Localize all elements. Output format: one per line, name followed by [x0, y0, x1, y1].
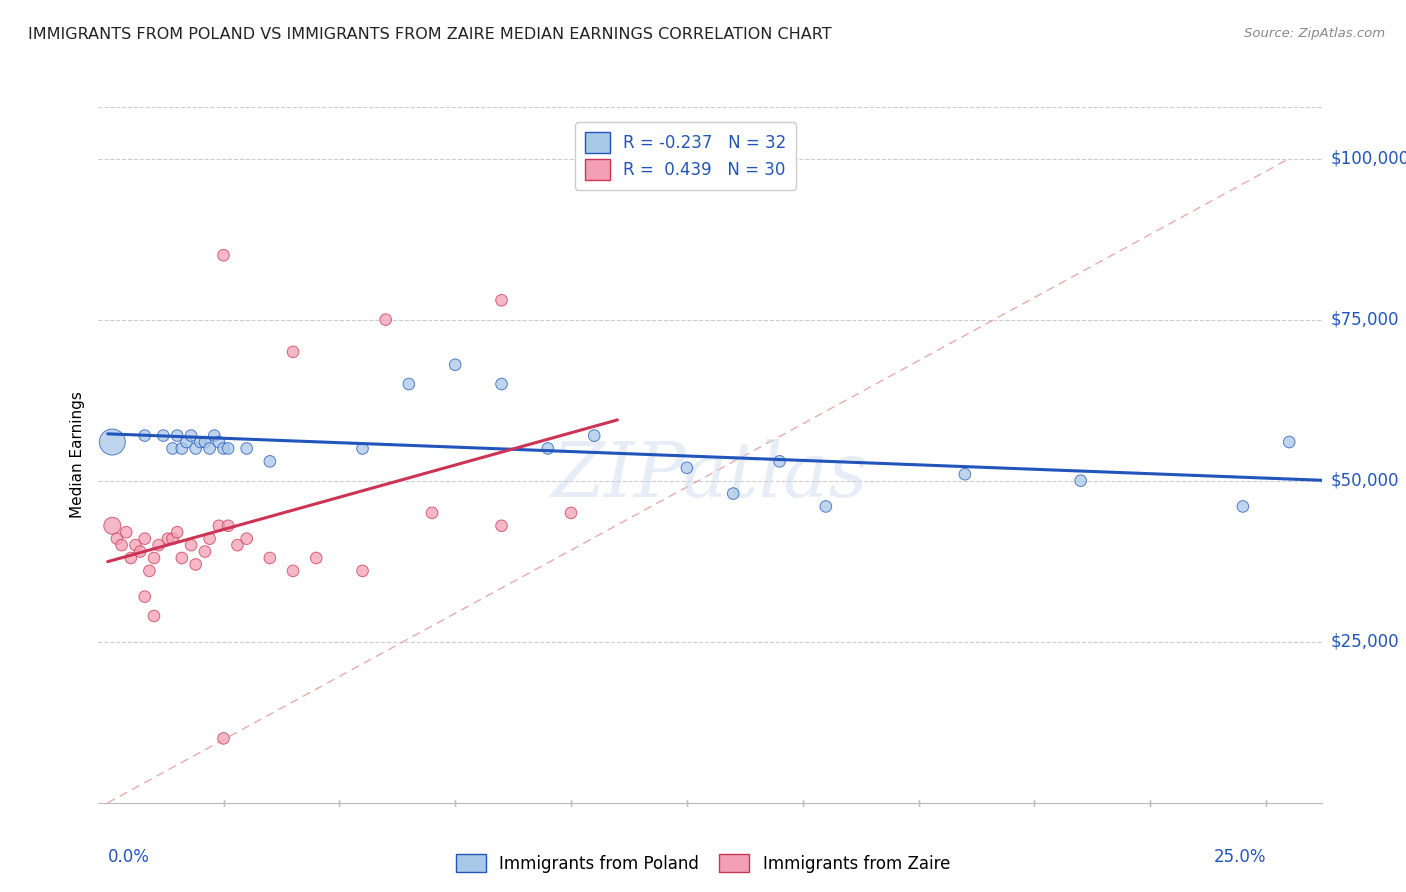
- Point: [235, 442, 257, 456]
- Point: [212, 442, 235, 456]
- Point: [184, 558, 207, 572]
- Point: [444, 358, 467, 372]
- Point: [560, 506, 582, 520]
- Text: $75,000: $75,000: [1331, 310, 1399, 328]
- Point: [162, 442, 184, 456]
- Text: 0.0%: 0.0%: [108, 848, 149, 866]
- Text: IMMIGRANTS FROM POLAND VS IMMIGRANTS FROM ZAIRE MEDIAN EARNINGS CORRELATION CHAR: IMMIGRANTS FROM POLAND VS IMMIGRANTS FRO…: [28, 27, 832, 42]
- Point: [676, 460, 699, 475]
- Point: [143, 551, 166, 566]
- Point: [305, 551, 328, 566]
- Point: [217, 518, 239, 533]
- Point: [1232, 500, 1254, 514]
- Point: [281, 564, 304, 578]
- Point: [491, 293, 513, 308]
- Point: [134, 428, 156, 442]
- Point: [491, 377, 513, 392]
- Point: [398, 377, 420, 392]
- Point: [1278, 435, 1301, 450]
- Point: [115, 525, 138, 540]
- Point: [352, 442, 374, 456]
- Point: [212, 731, 235, 746]
- Point: [208, 518, 231, 533]
- Point: [101, 518, 124, 533]
- Text: $25,000: $25,000: [1331, 632, 1399, 651]
- Point: [259, 551, 281, 566]
- Point: [583, 428, 606, 442]
- Point: [198, 532, 221, 546]
- Point: [202, 428, 225, 442]
- Point: [281, 344, 304, 359]
- Point: [217, 442, 239, 456]
- Point: [170, 551, 193, 566]
- Point: [352, 564, 374, 578]
- Point: [235, 532, 257, 546]
- Y-axis label: Median Earnings: Median Earnings: [70, 392, 86, 518]
- Point: [143, 609, 166, 624]
- Text: $50,000: $50,000: [1331, 472, 1399, 490]
- Point: [166, 428, 188, 442]
- Point: [259, 454, 281, 468]
- Point: [194, 544, 217, 558]
- Point: [721, 486, 744, 500]
- Legend: R = -0.237   N = 32, R =  0.439   N = 30: R = -0.237 N = 32, R = 0.439 N = 30: [575, 122, 796, 190]
- Point: [226, 538, 249, 552]
- Text: 25.0%: 25.0%: [1213, 848, 1265, 866]
- Point: [134, 532, 156, 546]
- Point: [162, 532, 184, 546]
- Point: [374, 312, 396, 326]
- Text: ZIPatlas: ZIPatlas: [551, 439, 869, 513]
- Point: [176, 435, 198, 450]
- Point: [124, 538, 146, 552]
- Point: [152, 428, 174, 442]
- Point: [208, 435, 231, 450]
- Point: [105, 532, 128, 546]
- Point: [156, 532, 179, 546]
- Point: [120, 551, 142, 566]
- Point: [814, 500, 837, 514]
- Point: [953, 467, 976, 482]
- Point: [491, 518, 513, 533]
- Point: [180, 538, 202, 552]
- Point: [188, 435, 212, 450]
- Point: [537, 442, 560, 456]
- Point: [101, 435, 124, 450]
- Point: [184, 442, 207, 456]
- Point: [138, 564, 160, 578]
- Point: [148, 538, 170, 552]
- Text: Source: ZipAtlas.com: Source: ZipAtlas.com: [1244, 27, 1385, 40]
- Point: [180, 428, 202, 442]
- Point: [194, 435, 217, 450]
- Point: [166, 525, 188, 540]
- Point: [129, 544, 152, 558]
- Point: [110, 538, 132, 552]
- Point: [420, 506, 443, 520]
- Text: $100,000: $100,000: [1331, 150, 1406, 168]
- Point: [198, 442, 221, 456]
- Point: [134, 590, 156, 604]
- Point: [170, 442, 193, 456]
- Point: [768, 454, 790, 468]
- Point: [212, 248, 235, 262]
- Legend: Immigrants from Poland, Immigrants from Zaire: Immigrants from Poland, Immigrants from …: [450, 847, 956, 880]
- Point: [1070, 474, 1092, 488]
